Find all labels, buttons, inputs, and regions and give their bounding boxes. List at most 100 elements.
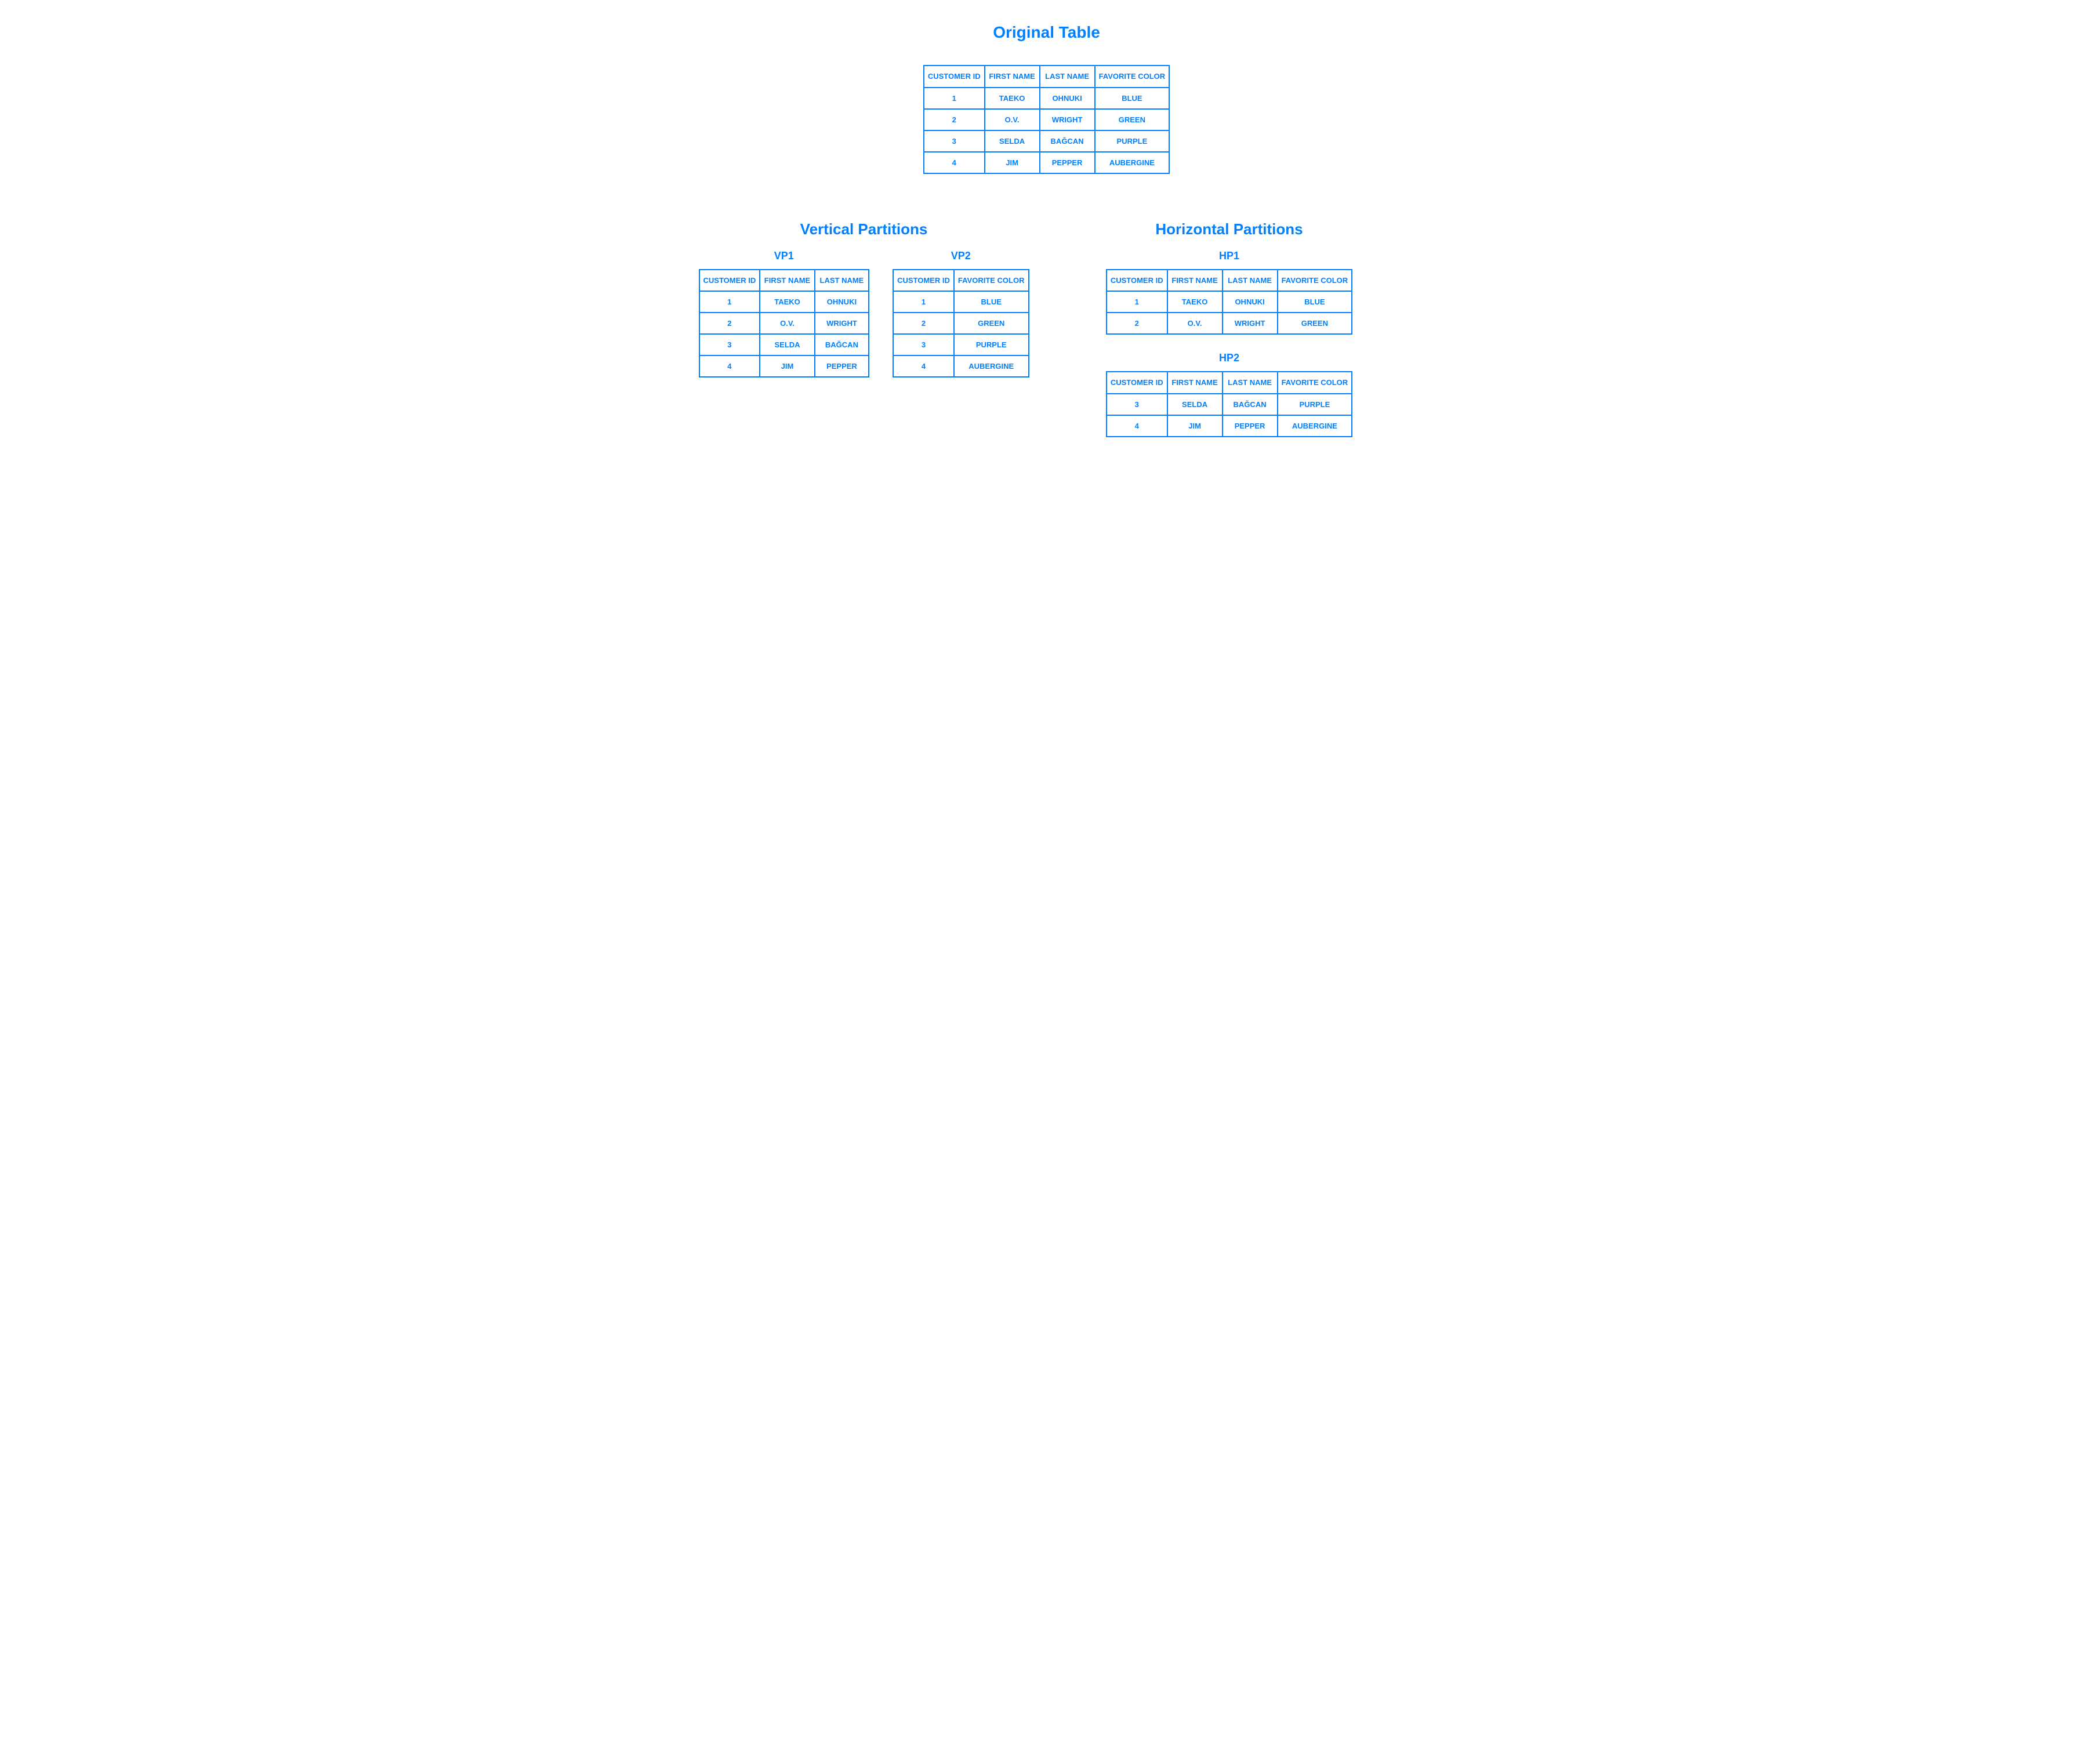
hp-tables-column: HP1 CUSTOMER ID FIRST NAME LAST NAME FAV…: [1064, 250, 1395, 437]
cell: AUBERGINE: [954, 355, 1029, 377]
cell: JIM: [1167, 415, 1223, 437]
cell: BAĞCAN: [815, 334, 869, 355]
cell: BLUE: [1278, 291, 1352, 313]
cell: GREEN: [954, 313, 1029, 334]
col-favorite-color: FAVORITE COLOR: [1278, 372, 1352, 394]
cell: JIM: [760, 355, 815, 377]
table-row: 4 JIM PEPPER AUBERGINE: [1107, 415, 1352, 437]
original-table: CUSTOMER ID FIRST NAME LAST NAME FAVORIT…: [923, 65, 1170, 174]
col-customer-id: CUSTOMER ID: [1107, 372, 1167, 394]
original-table-block: CUSTOMER ID FIRST NAME LAST NAME FAVORIT…: [699, 65, 1395, 174]
vp-tables-row: VP1 CUSTOMER ID FIRST NAME LAST NAME 1: [699, 250, 1029, 378]
vp2-table: CUSTOMER ID FAVORITE COLOR 1 BLUE 2: [893, 269, 1029, 378]
cell: 1: [699, 291, 760, 313]
original-table-title: Original Table: [699, 23, 1395, 42]
cell: 1: [924, 88, 985, 109]
cell: O.V.: [1167, 313, 1223, 334]
cell: 2: [699, 313, 760, 334]
cell: BAĞCAN: [1223, 394, 1278, 415]
hp2-title: HP2: [1219, 352, 1239, 364]
vp2-block: VP2 CUSTOMER ID FAVORITE COLOR 1 BLUE: [893, 250, 1029, 378]
hp1-block: HP1 CUSTOMER ID FIRST NAME LAST NAME FAV…: [1106, 250, 1352, 335]
cell: BLUE: [954, 291, 1029, 313]
table-row: 1 TAEKO OHNUKI BLUE: [924, 88, 1169, 109]
cell: 4: [1107, 415, 1167, 437]
partitions-row: Vertical Partitions VP1 CUSTOMER ID FIRS…: [699, 220, 1395, 437]
table-row: 3 PURPLE: [893, 334, 1028, 355]
cell: PEPPER: [815, 355, 869, 377]
cell: 4: [924, 152, 985, 173]
col-customer-id: CUSTOMER ID: [893, 270, 954, 292]
hp1-table: CUSTOMER ID FIRST NAME LAST NAME FAVORIT…: [1106, 269, 1352, 335]
col-first-name: FIRST NAME: [1167, 372, 1223, 394]
cell: WRIGHT: [1040, 109, 1095, 130]
col-last-name: LAST NAME: [1223, 270, 1278, 292]
table-header-row: CUSTOMER ID FIRST NAME LAST NAME FAVORIT…: [1107, 270, 1352, 292]
horizontal-partitions-section: Horizontal Partitions HP1 CUSTOMER ID FI…: [1064, 220, 1395, 437]
cell: 3: [893, 334, 954, 355]
col-favorite-color: FAVORITE COLOR: [1095, 66, 1170, 88]
table-row: 2 O.V. WRIGHT GREEN: [924, 109, 1169, 130]
vp1-table: CUSTOMER ID FIRST NAME LAST NAME 1 TAEKO…: [699, 269, 870, 378]
cell: 2: [893, 313, 954, 334]
cell: 3: [924, 130, 985, 152]
col-first-name: FIRST NAME: [760, 270, 815, 292]
col-last-name: LAST NAME: [1040, 66, 1095, 88]
cell: O.V.: [760, 313, 815, 334]
vp1-title: VP1: [774, 250, 794, 262]
cell: 2: [1107, 313, 1167, 334]
cell: 4: [893, 355, 954, 377]
col-customer-id: CUSTOMER ID: [1107, 270, 1167, 292]
cell: GREEN: [1278, 313, 1352, 334]
horizontal-partitions-title: Horizontal Partitions: [1064, 220, 1395, 238]
table-row: 3 SELDA BAĞCAN PURPLE: [924, 130, 1169, 152]
table-row: 2 O.V. WRIGHT GREEN: [1107, 313, 1352, 334]
cell: TAEKO: [1167, 291, 1223, 313]
cell: PEPPER: [1040, 152, 1095, 173]
table-row: 1 TAEKO OHNUKI: [699, 291, 869, 313]
col-last-name: LAST NAME: [1223, 372, 1278, 394]
diagram-container: Original Table CUSTOMER ID FIRST NAME LA…: [699, 23, 1395, 437]
col-last-name: LAST NAME: [815, 270, 869, 292]
cell: 3: [699, 334, 760, 355]
cell: TAEKO: [985, 88, 1040, 109]
cell: WRIGHT: [1223, 313, 1278, 334]
table-row: 2 GREEN: [893, 313, 1028, 334]
cell: AUBERGINE: [1095, 152, 1170, 173]
cell: PEPPER: [1223, 415, 1278, 437]
hp2-table: CUSTOMER ID FIRST NAME LAST NAME FAVORIT…: [1106, 371, 1352, 437]
cell: WRIGHT: [815, 313, 869, 334]
cell: PURPLE: [954, 334, 1029, 355]
cell: OHNUKI: [1223, 291, 1278, 313]
table-header-row: CUSTOMER ID FIRST NAME LAST NAME FAVORIT…: [1107, 372, 1352, 394]
cell: OHNUKI: [1040, 88, 1095, 109]
cell: SELDA: [760, 334, 815, 355]
table-row: 1 BLUE: [893, 291, 1028, 313]
col-favorite-color: FAVORITE COLOR: [1278, 270, 1352, 292]
table-row: 4 JIM PEPPER AUBERGINE: [924, 152, 1169, 173]
cell: BAĞCAN: [1040, 130, 1095, 152]
table-row: 3 SELDA BAĞCAN PURPLE: [1107, 394, 1352, 415]
cell: AUBERGINE: [1278, 415, 1352, 437]
cell: PURPLE: [1278, 394, 1352, 415]
vp2-title: VP2: [951, 250, 971, 262]
table-row: 2 O.V. WRIGHT: [699, 313, 869, 334]
col-customer-id: CUSTOMER ID: [699, 270, 760, 292]
col-first-name: FIRST NAME: [985, 66, 1040, 88]
cell: 1: [1107, 291, 1167, 313]
cell: SELDA: [1167, 394, 1223, 415]
hp2-block: HP2 CUSTOMER ID FIRST NAME LAST NAME FAV…: [1106, 352, 1352, 437]
hp1-title: HP1: [1219, 250, 1239, 262]
col-favorite-color: FAVORITE COLOR: [954, 270, 1029, 292]
table-row: 1 TAEKO OHNUKI BLUE: [1107, 291, 1352, 313]
table-header-row: CUSTOMER ID FIRST NAME LAST NAME: [699, 270, 869, 292]
cell: O.V.: [985, 109, 1040, 130]
vertical-partitions-title: Vertical Partitions: [699, 220, 1029, 238]
cell: 1: [893, 291, 954, 313]
col-customer-id: CUSTOMER ID: [924, 66, 985, 88]
vertical-partitions-section: Vertical Partitions VP1 CUSTOMER ID FIRS…: [699, 220, 1029, 378]
cell: BLUE: [1095, 88, 1170, 109]
table-row: 4 AUBERGINE: [893, 355, 1028, 377]
cell: 4: [699, 355, 760, 377]
cell: 3: [1107, 394, 1167, 415]
